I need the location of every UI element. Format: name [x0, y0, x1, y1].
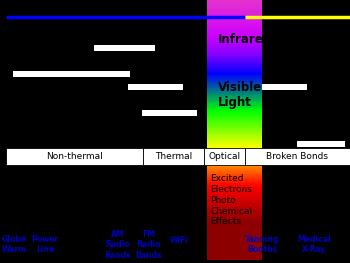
Text: Visible
Light: Visible Light: [217, 81, 262, 109]
Text: Excited
Electrons: Excited Electrons: [211, 174, 252, 194]
Text: Medical
X-Ray: Medical X-Ray: [297, 235, 331, 254]
Text: UV: UV: [266, 53, 285, 66]
Text: WiFi: WiFi: [170, 236, 189, 245]
FancyBboxPatch shape: [262, 84, 307, 90]
Text: Globe
Warm: Globe Warm: [2, 235, 27, 254]
Text: Photo
Chemical
Effects: Photo Chemical Effects: [211, 196, 253, 226]
Text: AM
Radio
Bands: AM Radio Bands: [104, 230, 131, 260]
Text: FM
Radio
Bands: FM Radio Bands: [135, 230, 162, 260]
Text: Infrared: Infrared: [217, 33, 272, 45]
FancyBboxPatch shape: [204, 148, 245, 165]
FancyBboxPatch shape: [144, 148, 204, 165]
FancyBboxPatch shape: [297, 141, 345, 147]
FancyBboxPatch shape: [128, 84, 183, 90]
FancyBboxPatch shape: [13, 71, 130, 77]
Text: Optical: Optical: [208, 152, 240, 161]
Text: Broken Bonds: Broken Bonds: [266, 152, 329, 161]
FancyBboxPatch shape: [6, 148, 143, 165]
Text: Tanning
Booths: Tanning Booths: [245, 235, 279, 254]
FancyBboxPatch shape: [93, 45, 155, 51]
Text: Non-thermal: Non-thermal: [46, 152, 103, 161]
Text: Power
Line: Power Line: [32, 235, 59, 254]
FancyBboxPatch shape: [245, 148, 350, 165]
Text: Thermal: Thermal: [155, 152, 192, 161]
FancyBboxPatch shape: [142, 110, 197, 116]
